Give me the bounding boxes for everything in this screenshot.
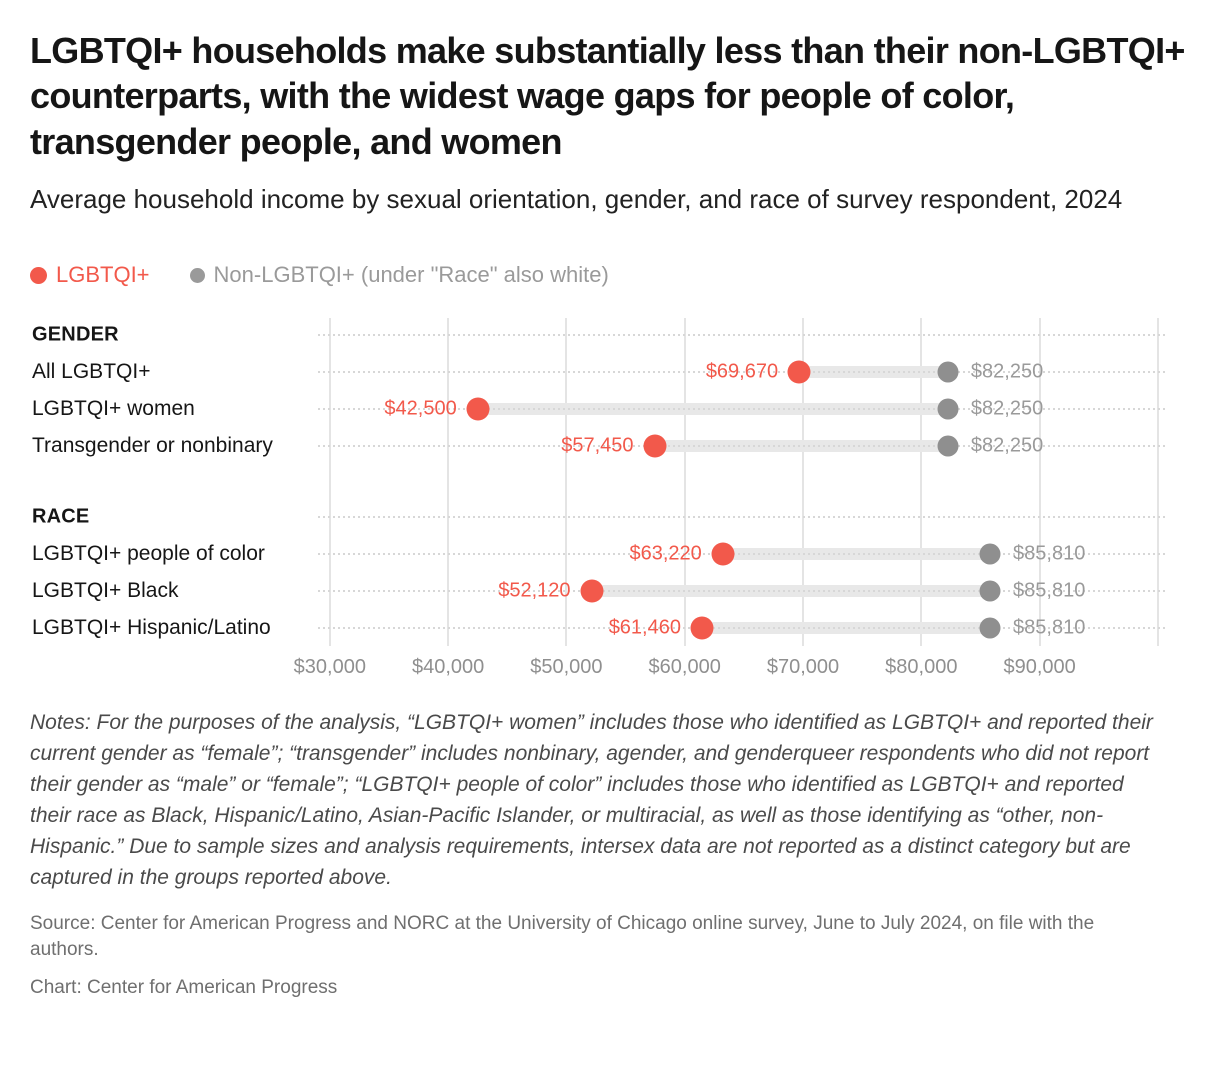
gridline [683,318,686,647]
lgbtqi-value-label: $61,460 [608,616,681,639]
row-label: All LGBTQI+ [32,359,151,383]
legend-dot-lgbtqi-icon [30,266,47,284]
chart-row: LGBTQI+ people of color $63,220 $85,810 [30,535,1190,572]
chart-row: All LGBTQI+ $69,670 $82,250 [30,353,1190,390]
dumbbell-chart: GENDER All LGBTQI+ $69,670 $82,250 LGBTQI+ w… [30,316,1190,682]
row-plot: $63,220 $85,810 [318,535,1165,572]
legend-label-non-lgbtqi: Non-LGBTQI+ (under "Race" also white) [213,262,609,288]
non-lgbtqi-value-label: $85,810 [1013,542,1086,565]
row-plot: $61,460 $85,810 [318,609,1165,646]
chart-subtitle: Average household income by sexual orien… [30,184,1123,215]
x-axis-tick-label: $40,000 [411,656,485,679]
row-dotted-line [318,552,1165,555]
chart-credit: Chart: Center for American Progress [30,976,338,998]
section-header-label: RACE [32,505,90,528]
row-dotted-line [318,444,1165,447]
section-header-label: GENDER [32,323,119,346]
chart-row: LGBTQI+ Hispanic/Latino $61,460 $85,810 [30,609,1190,646]
section-header-row: GENDER [30,316,1190,353]
lgbtqi-dot [580,579,603,603]
legend-item-non-lgbtqi: Non-LGBTQI+ (under "Race" also white) [189,262,609,288]
x-axis: $30,000 $40,000 $50,000 $60,000 $70,000 $80,0… [294,652,1165,682]
row-plot: $52,120 $85,810 [318,572,1165,609]
lgbtqi-value-label: $57,450 [561,434,634,457]
chart-row: LGBTQI+ women $42,500 $82,250 [30,390,1190,427]
row-dotted-line [318,589,1165,592]
gridline [447,318,450,647]
x-axis-tick-label: $70,000 [766,656,840,679]
lgbtqi-dot [643,434,667,458]
lgbtqi-dot [711,542,735,566]
row-dotted-line [318,515,1165,518]
non-lgbtqi-dot [937,398,959,420]
lgbtqi-value-label: $63,220 [629,542,702,565]
lgbtqi-value-label: $69,670 [705,360,779,383]
non-lgbtqi-value-label: $82,250 [970,434,1044,457]
non-lgbtqi-dot [937,361,959,383]
row-plot: $69,670 $82,250 [318,353,1165,390]
legend-dot-non-lgbtqi-icon [189,267,205,283]
legend-label-lgbtqi: LGBTQI+ [56,262,150,288]
row-plot [318,316,1165,353]
non-lgbtqi-value-label: $85,810 [1013,579,1086,602]
row-plot [318,498,1165,535]
lgbtqi-dot [787,360,811,384]
row-dotted-line [318,626,1165,629]
non-lgbtqi-value-label: $82,250 [970,360,1044,383]
lgbtqi-dot [466,397,490,421]
gridline [1156,318,1159,647]
legend: LGBTQI+ Non-LGBTQI+ (under "Race" also w… [30,262,1190,288]
non-lgbtqi-dot [979,617,1001,639]
gridline [802,318,804,647]
row-label: LGBTQI+ people of color [32,541,265,565]
row-plot: $57,450 $82,250 [318,427,1165,464]
chart-source: Source: Center for American Progress and… [30,912,1095,960]
row-dotted-line [318,370,1165,373]
page-title: LGBTQI+ households make substantially le… [30,30,1185,162]
non-lgbtqi-value-label: $82,250 [970,397,1044,420]
gridline-layer [318,318,1165,647]
gridline [1038,318,1041,647]
row-label: LGBTQI+ women [32,396,195,420]
row-label: LGBTQI+ Black [32,578,179,602]
row-dotted-line [318,407,1165,410]
non-lgbtqi-value-label: $85,810 [1013,616,1086,639]
non-lgbtqi-dot [979,580,1001,602]
x-axis-tick-label: $60,000 [648,656,721,679]
lgbtqi-value-label: $42,500 [384,397,457,420]
non-lgbtqi-dot [937,435,959,457]
chart-row: LGBTQI+ Black $52,120 $85,810 [30,572,1190,609]
lgbtqi-value-label: $52,120 [498,579,571,602]
row-dotted-line [318,333,1165,336]
gridline [328,318,331,647]
gridline [565,318,568,647]
row-label: Transgender or nonbinary [32,433,273,457]
x-axis-tick-label: $50,000 [530,656,603,679]
lgbtqi-dot [690,616,714,640]
gridline [920,318,923,647]
chart-row: Transgender or nonbinary $57,450 $82,250 [30,427,1190,464]
chart-notes: Notes: For the purposes of the analysis,… [30,711,1153,889]
x-axis-tick-label: $90,000 [1003,656,1076,679]
section-header-row: RACE [30,498,1190,535]
x-axis-tick-label: $80,000 [885,656,958,679]
row-label: LGBTQI+ Hispanic/Latino [32,615,271,639]
non-lgbtqi-dot [979,543,1001,565]
x-axis-tick-label: $30,000 [293,656,366,679]
legend-item-lgbtqi: LGBTQI+ [30,262,150,288]
row-plot: $42,500 $82,250 [318,390,1165,427]
